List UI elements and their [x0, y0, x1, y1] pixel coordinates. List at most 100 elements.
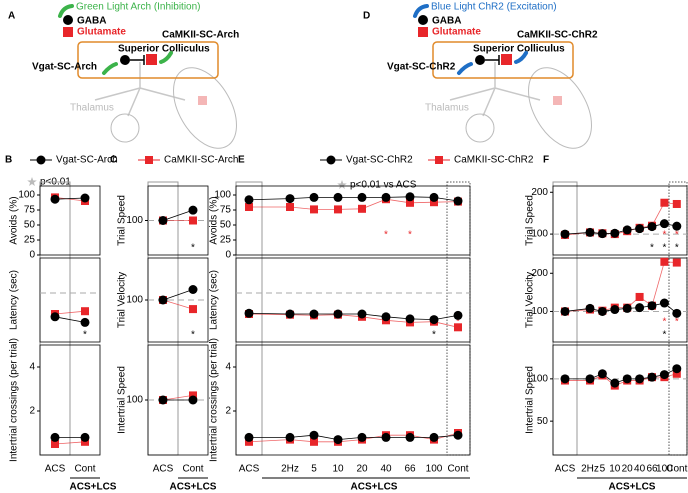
data-point — [244, 195, 254, 205]
glut-neuron — [501, 54, 512, 65]
data-point — [672, 308, 682, 318]
x-tick-label: 10 — [332, 464, 344, 475]
y-tick-label: 100 — [18, 190, 35, 201]
glutamate-label: Glutamate — [432, 27, 481, 38]
data-point — [188, 395, 198, 405]
x-tick-label: 66 — [646, 464, 658, 475]
gaba-label: GABA — [77, 16, 106, 27]
y-tick-label: 100 — [531, 373, 548, 384]
significance-star: * — [675, 317, 679, 328]
significance-star: * — [662, 230, 666, 241]
data-point — [429, 192, 439, 202]
data-point — [560, 229, 570, 239]
series-line — [54, 310, 86, 315]
data-point — [659, 219, 669, 229]
data-point — [333, 435, 343, 445]
data-point — [244, 308, 254, 318]
data-point — [309, 192, 319, 202]
data-point — [189, 391, 197, 400]
data-point — [188, 205, 198, 215]
data-point — [429, 315, 439, 325]
data-point — [406, 198, 414, 207]
y-axis-label: Latency (sec) — [209, 270, 220, 330]
y-tick-label: 100 — [126, 215, 143, 226]
plot-frame — [235, 185, 471, 256]
x-tick-label: ACS — [45, 464, 66, 475]
y-axis-label: Avoids (%) — [209, 196, 220, 244]
data-point — [244, 432, 254, 442]
legend-label: Vgat-SC-ChR2 — [346, 155, 413, 166]
sc-box — [432, 41, 574, 79]
x-tick-label: 20 — [356, 464, 368, 475]
y-tick-label: 100 — [126, 395, 143, 406]
panel-label: E — [238, 155, 245, 166]
region-outline — [465, 113, 495, 143]
data-point — [635, 292, 644, 301]
data-point — [381, 312, 391, 322]
data-point — [453, 196, 463, 206]
data-point — [635, 374, 645, 384]
data-point — [357, 309, 367, 319]
legend-marker — [326, 155, 336, 165]
data-point — [585, 227, 595, 237]
x-tick-label: 40 — [380, 464, 392, 475]
plot-frame — [39, 257, 101, 343]
data-point — [333, 192, 343, 202]
y-axis-label: Trial Speed — [525, 195, 536, 246]
light-icon — [102, 62, 118, 75]
y-tick-label: 2 — [225, 406, 231, 417]
group-box — [235, 181, 263, 456]
series-line — [248, 196, 459, 202]
data-point — [80, 317, 90, 327]
data-point — [453, 430, 463, 440]
significance-star: * — [384, 230, 388, 241]
x-tick-label: 10 — [609, 464, 621, 475]
panel-label: D — [363, 11, 370, 22]
series-line — [564, 302, 678, 314]
thalamus-label: Thalamus — [70, 103, 114, 114]
significance-star: * — [83, 330, 87, 341]
significance-star: * — [384, 317, 388, 328]
gaba-icon — [418, 15, 428, 25]
x-tick-label: Cont — [74, 464, 95, 475]
y-tick-label: 2 — [29, 406, 35, 417]
legend-marker — [145, 156, 153, 164]
x-tick-label: 66 — [404, 464, 416, 475]
plot-frame — [39, 185, 101, 256]
region-outline — [110, 113, 140, 143]
y-tick-label: 25 — [220, 235, 232, 246]
data-point — [309, 430, 319, 440]
data-point — [660, 198, 669, 207]
data-point — [405, 314, 415, 324]
glut-neuron — [146, 54, 157, 65]
x-tick-label: Cont — [182, 464, 203, 475]
data-point — [585, 303, 595, 313]
y-tick-label: 0 — [225, 250, 231, 261]
plot-frame — [552, 344, 688, 456]
data-point — [453, 310, 463, 320]
series-line — [162, 209, 194, 221]
significance-star: * — [662, 317, 666, 328]
light-label: Blue Light ChR2 (Excitation) — [431, 2, 557, 13]
x-tick-label: 100 — [426, 464, 443, 475]
data-point — [286, 203, 294, 211]
data-point — [158, 216, 168, 225]
sc-box — [77, 41, 219, 79]
y-axis-label: Intertrial crossings (per trial) — [9, 338, 20, 462]
panel-label: B — [5, 155, 12, 166]
series-line — [54, 197, 86, 200]
data-point — [597, 306, 607, 316]
target-icon — [198, 96, 207, 105]
data-point — [189, 216, 197, 225]
significance-star: * — [662, 243, 666, 254]
plot-frame — [235, 257, 471, 343]
target-icon — [553, 96, 562, 105]
y-tick-label: 50 — [24, 220, 36, 231]
data-point — [189, 305, 197, 314]
region-outline — [173, 67, 237, 149]
light-icon — [457, 62, 473, 75]
gaba-neuron — [120, 55, 130, 65]
data-point — [285, 194, 295, 204]
legend-marker — [435, 156, 443, 164]
region-label: Superior Colliculus — [473, 44, 565, 55]
